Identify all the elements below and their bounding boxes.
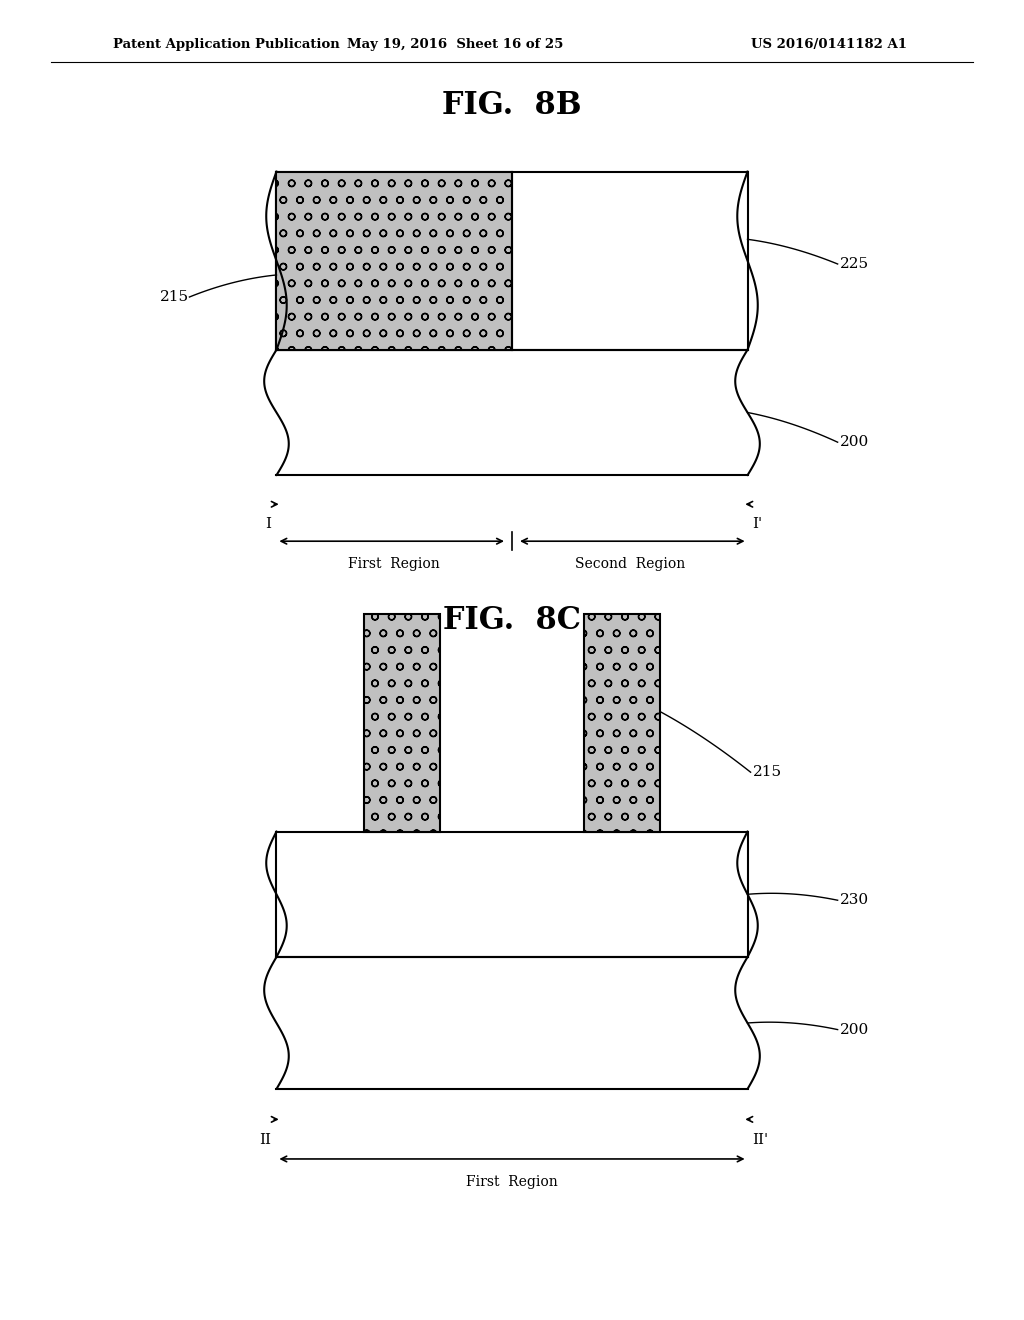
Text: 230: 230 xyxy=(840,894,868,907)
Bar xyxy=(276,172,512,350)
Text: 200: 200 xyxy=(840,1023,869,1036)
Text: Second  Region: Second Region xyxy=(574,557,685,572)
Bar xyxy=(276,172,748,350)
Text: II': II' xyxy=(753,1133,769,1147)
Bar xyxy=(364,614,440,832)
Bar xyxy=(584,614,660,832)
Text: US 2016/0141182 A1: US 2016/0141182 A1 xyxy=(752,38,907,51)
Text: May 19, 2016  Sheet 16 of 25: May 19, 2016 Sheet 16 of 25 xyxy=(347,38,564,51)
Bar xyxy=(276,957,748,1089)
Text: 215: 215 xyxy=(161,290,189,304)
Bar xyxy=(276,350,748,475)
Text: Patent Application Publication: Patent Application Publication xyxy=(113,38,339,51)
Text: I: I xyxy=(265,517,271,532)
Text: First  Region: First Region xyxy=(348,557,440,572)
Text: I': I' xyxy=(753,517,763,532)
Text: 225: 225 xyxy=(840,257,868,271)
Text: II: II xyxy=(259,1133,271,1147)
Text: FIG.  8B: FIG. 8B xyxy=(442,90,582,121)
Bar xyxy=(276,832,748,957)
Text: 200: 200 xyxy=(840,436,869,449)
Text: 215: 215 xyxy=(753,766,781,779)
Text: FIG.  8C: FIG. 8C xyxy=(443,605,581,636)
Text: First  Region: First Region xyxy=(466,1175,558,1189)
